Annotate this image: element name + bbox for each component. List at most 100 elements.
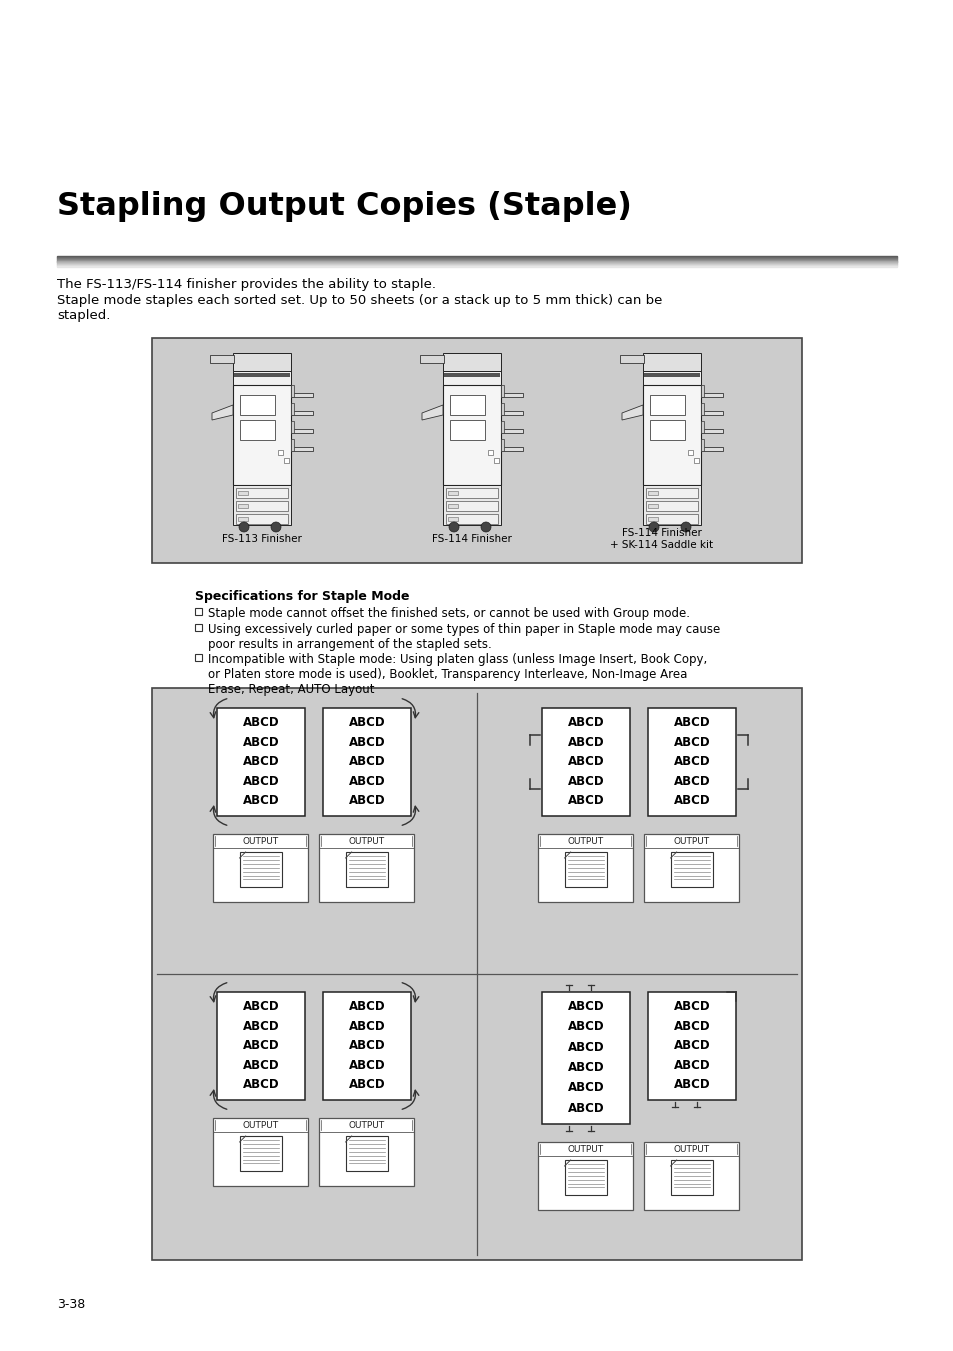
Bar [649, 420, 684, 440]
Text: ABCD: ABCD [674, 755, 710, 769]
Text: ABCD: ABCD [349, 755, 385, 769]
Bar [284, 458, 289, 463]
Bar [240, 394, 274, 415]
Bar [700, 430, 722, 434]
Bar [500, 447, 522, 451]
Circle shape [271, 521, 281, 532]
Bar [500, 422, 503, 434]
Text: ABCD: ABCD [243, 755, 279, 769]
Bar [642, 353, 700, 372]
Bar [443, 373, 499, 377]
Text: ABCD: ABCD [568, 716, 604, 730]
Bar [450, 420, 484, 440]
Text: Stapling Output Copies (Staple): Stapling Output Copies (Staple) [57, 190, 631, 222]
Bar [235, 488, 288, 499]
Bar [319, 834, 414, 902]
Bar [291, 403, 294, 415]
Bar [642, 485, 700, 526]
Bar [647, 504, 658, 508]
Bar [537, 1142, 633, 1210]
Bar [448, 517, 457, 521]
Bar [488, 450, 493, 455]
Bar [542, 992, 630, 1124]
Bar [152, 688, 801, 1260]
Text: ABCD: ABCD [568, 775, 604, 788]
Bar [500, 393, 522, 397]
Bar [442, 372, 500, 385]
Bar [700, 439, 703, 451]
Text: ABCD: ABCD [349, 1000, 385, 1013]
Bar [323, 708, 411, 816]
Text: ABCD: ABCD [243, 716, 279, 730]
Text: ABCD: ABCD [568, 735, 604, 748]
Bar [239, 1136, 282, 1171]
Circle shape [648, 521, 659, 532]
Text: ABCD: ABCD [674, 1020, 710, 1032]
Text: ABCD: ABCD [568, 1040, 604, 1054]
Bar [645, 501, 698, 511]
Bar [233, 372, 291, 385]
Text: OUTPUT: OUTPUT [673, 1144, 709, 1154]
Bar [291, 393, 313, 397]
Bar [500, 430, 522, 434]
Text: ABCD: ABCD [568, 755, 604, 769]
Text: FS-114 Finisher
+ SK-114 Saddle kit: FS-114 Finisher + SK-114 Saddle kit [610, 528, 713, 550]
Bar [500, 385, 503, 397]
Bar [213, 834, 308, 902]
Bar [291, 430, 313, 434]
Bar [194, 608, 202, 615]
Bar [291, 385, 294, 397]
Bar [645, 513, 698, 524]
Circle shape [449, 521, 458, 532]
Text: Using excessively curled paper or some types of thin paper in Staple mode may ca: Using excessively curled paper or some t… [208, 623, 720, 651]
Bar [213, 1119, 308, 1186]
Bar [494, 458, 498, 463]
Polygon shape [212, 405, 233, 420]
Bar [194, 654, 202, 661]
Bar [500, 439, 503, 451]
Text: OUTPUT: OUTPUT [243, 836, 279, 846]
Bar [500, 403, 503, 415]
Bar [446, 488, 497, 499]
Text: ABCD: ABCD [674, 1000, 710, 1013]
Bar [345, 1136, 388, 1171]
Text: ABCD: ABCD [674, 716, 710, 730]
Text: FS-113 Finisher: FS-113 Finisher [222, 534, 301, 544]
Bar [647, 517, 658, 521]
Bar [217, 708, 305, 816]
Bar [240, 420, 274, 440]
Text: ABCD: ABCD [674, 1078, 710, 1092]
Bar [500, 411, 522, 415]
Text: ABCD: ABCD [349, 794, 385, 808]
Bar [670, 1161, 713, 1196]
Text: ABCD: ABCD [568, 1081, 604, 1094]
Circle shape [680, 521, 690, 532]
Bar [644, 834, 739, 902]
Text: ABCD: ABCD [349, 1078, 385, 1092]
Text: Staple mode staples each sorted set. Up to 50 sheets (or a stack up to 5 mm thic: Staple mode staples each sorted set. Up … [57, 295, 661, 322]
Text: ABCD: ABCD [568, 794, 604, 808]
Bar [644, 1142, 739, 1210]
Text: ABCD: ABCD [674, 775, 710, 788]
Text: ABCD: ABCD [674, 1039, 710, 1052]
Text: ABCD: ABCD [349, 775, 385, 788]
Text: ABCD: ABCD [349, 735, 385, 748]
Bar [277, 450, 283, 455]
Text: Incompatible with Staple mode: Using platen glass (unless Image Insert, Book Cop: Incompatible with Staple mode: Using pla… [208, 653, 706, 696]
Bar [237, 504, 248, 508]
Text: ABCD: ABCD [243, 775, 279, 788]
Bar [645, 488, 698, 499]
Text: ABCD: ABCD [243, 1039, 279, 1052]
Bar [642, 372, 700, 385]
Bar [643, 373, 700, 377]
Text: 3-38: 3-38 [57, 1298, 85, 1310]
Text: ABCD: ABCD [674, 735, 710, 748]
Bar [442, 485, 500, 526]
Bar [291, 447, 313, 451]
Text: Staple mode cannot offset the finished sets, or cannot be used with Group mode.: Staple mode cannot offset the finished s… [208, 607, 689, 620]
Text: ABCD: ABCD [568, 1101, 604, 1115]
Bar [700, 422, 703, 434]
Bar [442, 385, 500, 485]
Text: ABCD: ABCD [568, 1000, 604, 1013]
Bar [291, 411, 313, 415]
